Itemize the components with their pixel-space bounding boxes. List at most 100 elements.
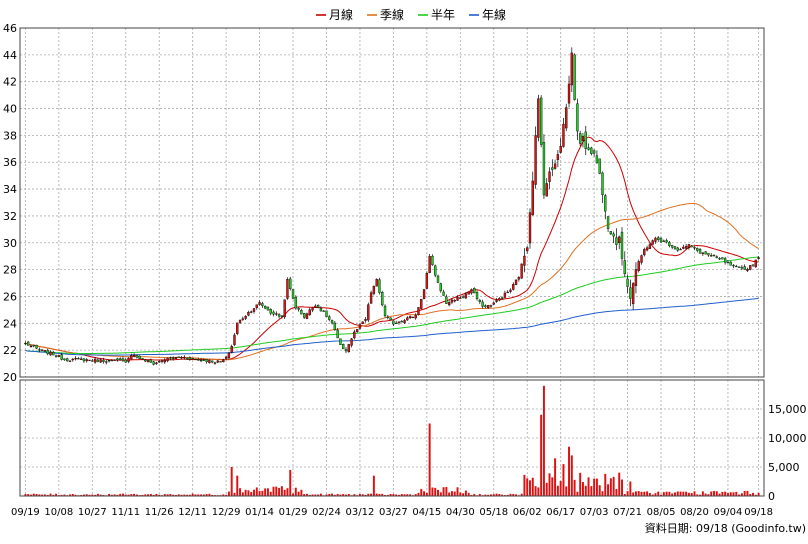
candle — [718, 257, 721, 260]
candle — [456, 295, 459, 301]
candle-body — [286, 279, 289, 299]
candle-body — [233, 334, 236, 346]
candle — [52, 350, 55, 356]
candle-body — [107, 360, 111, 362]
volume-bar — [99, 494, 102, 496]
volume-bar — [163, 494, 166, 496]
candle — [475, 290, 479, 301]
candle — [701, 252, 705, 256]
volume-bar — [551, 477, 554, 496]
candle — [698, 248, 702, 254]
candle-body — [565, 107, 568, 129]
candle-body — [105, 361, 108, 363]
candle — [553, 159, 557, 170]
candle-body — [422, 289, 426, 300]
candle-body — [219, 361, 222, 363]
candle — [381, 290, 384, 307]
candle — [754, 259, 757, 269]
volume-bar — [423, 491, 426, 496]
candle — [403, 318, 406, 325]
candle-body — [659, 238, 663, 243]
candle — [489, 304, 493, 309]
candle-body — [319, 308, 323, 312]
candle-body — [539, 97, 543, 145]
candle-body — [609, 231, 613, 235]
volume-bar — [489, 494, 492, 496]
candle — [559, 137, 562, 154]
candle-body — [27, 341, 30, 346]
candle — [99, 358, 102, 363]
volume-bar — [632, 492, 635, 496]
candle-body — [629, 287, 632, 299]
volume-bar — [85, 494, 88, 496]
candle-body — [643, 248, 646, 256]
candle — [408, 315, 412, 319]
candle — [378, 277, 381, 295]
candle — [135, 354, 139, 359]
candle-body — [183, 356, 186, 359]
candle-body — [238, 319, 242, 323]
volume-bar — [250, 491, 253, 496]
candle — [77, 357, 80, 360]
candle-body — [342, 344, 345, 350]
volume-bar — [372, 475, 375, 496]
candle-body — [506, 291, 509, 294]
volume-bar — [715, 491, 718, 496]
candle — [473, 287, 476, 294]
volume-bar — [462, 493, 465, 496]
candle-body — [743, 266, 746, 270]
x-tick-label-2: 10/27 — [78, 507, 107, 518]
candle — [757, 256, 760, 260]
candle-body — [79, 358, 83, 360]
candle-body — [735, 265, 738, 268]
candle-body — [244, 315, 247, 319]
volume-bar — [236, 475, 239, 496]
volume-bar — [548, 473, 551, 496]
volume-bar — [102, 494, 105, 496]
candle-body — [124, 359, 127, 363]
candle — [422, 289, 426, 300]
candle-body — [328, 316, 331, 320]
volume-bar — [364, 494, 367, 496]
candle-body — [553, 163, 557, 169]
volume-bar — [261, 490, 264, 496]
candle-body — [57, 355, 61, 357]
candle-body — [651, 240, 654, 245]
candle-body — [623, 260, 626, 275]
candle — [397, 321, 401, 325]
candle — [434, 264, 437, 278]
candle-body — [177, 356, 180, 358]
candle-body — [102, 359, 105, 362]
candle — [361, 321, 364, 325]
volume-bar — [283, 489, 286, 496]
volume-bar — [568, 446, 571, 496]
volume-bar — [336, 493, 339, 496]
volume-bar — [732, 492, 735, 496]
volume-bar — [420, 488, 423, 496]
candle-body — [556, 154, 560, 160]
volume-bar — [643, 491, 646, 496]
volume-bar — [370, 493, 373, 496]
x-tick-label-4: 11/26 — [145, 507, 174, 518]
candle — [336, 328, 339, 339]
volume-bar — [565, 486, 568, 496]
candle-body — [135, 354, 139, 358]
price-tick-label-5: 30 — [3, 237, 17, 250]
volume-bar — [135, 494, 138, 496]
x-tick-label-10: 03/12 — [346, 507, 375, 518]
price-tick-label-1: 22 — [3, 344, 17, 357]
candle — [690, 245, 693, 248]
candle-body — [601, 172, 604, 195]
candle — [297, 307, 300, 312]
volume-bar — [333, 494, 336, 496]
candle-body — [626, 278, 629, 287]
candle-body — [43, 350, 47, 352]
candle — [542, 134, 546, 199]
candle-body — [592, 150, 596, 154]
volume-bar — [562, 464, 565, 496]
volume-bar — [735, 491, 738, 496]
x-tick-label-8: 01/29 — [279, 507, 308, 518]
candle-body — [570, 52, 573, 86]
volume-bar — [654, 493, 657, 496]
axis-labels: 20 22 24 26 28 30 32 34 36 38 40 42 44 46 0 5,000 10,000… — [3, 22, 807, 518]
